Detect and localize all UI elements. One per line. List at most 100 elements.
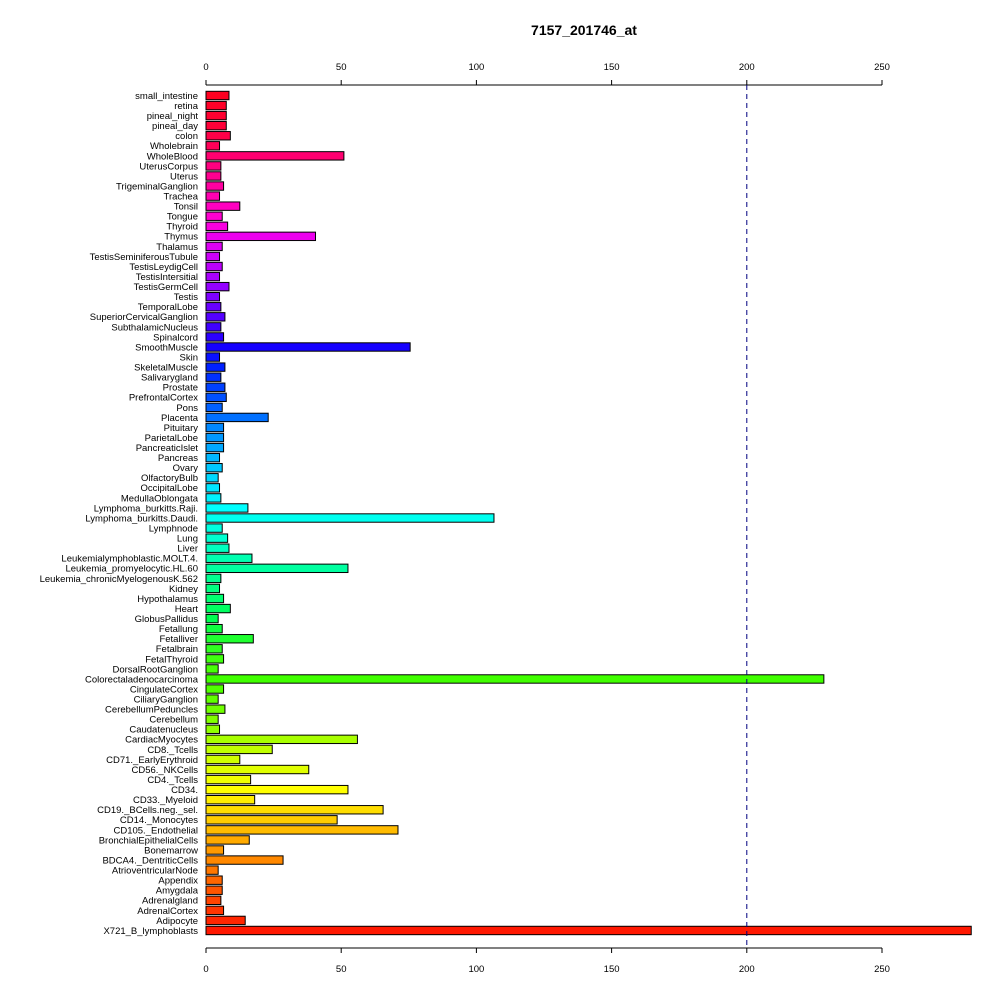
bar (205, 915, 246, 926)
bar (205, 905, 225, 916)
category-label: pineal_day (152, 121, 198, 132)
bar (205, 261, 223, 272)
bottom-tick-label: 250 (874, 964, 890, 975)
bar (205, 825, 399, 835)
category-label: PrefrontalCortex (129, 393, 198, 404)
bottom-tick-label: 150 (604, 964, 620, 975)
top-tick-label: 200 (739, 62, 755, 73)
bar (205, 100, 227, 111)
bar (205, 120, 227, 131)
category-label: TestisIntersitial (136, 272, 198, 283)
category-label: GlobusPallidus (135, 614, 199, 625)
bar (205, 251, 221, 262)
category-label: Trachea (164, 192, 199, 203)
bar (205, 734, 358, 745)
bar (205, 463, 223, 473)
category-label: Spinalcord (153, 332, 198, 343)
category-label: CingulateCortex (130, 684, 198, 695)
category-label: retina (174, 101, 198, 112)
bar (205, 131, 231, 141)
top-tick-label: 100 (468, 62, 484, 73)
category-label: Ovary (173, 463, 199, 474)
bar (205, 452, 221, 463)
bar (205, 90, 230, 101)
bars-group (205, 90, 972, 936)
category-label: Colorectaladenocarcinoma (85, 674, 199, 685)
category-label: Adipocyte (156, 916, 198, 927)
category-label: Fetalbrain (156, 644, 198, 655)
category-label: small_intestine (135, 91, 198, 102)
bar (205, 503, 249, 513)
bar (205, 855, 284, 865)
bar (205, 151, 345, 161)
category-label: CD71._EarlyErythroid (106, 755, 198, 766)
bottom-tick-label: 100 (468, 964, 484, 975)
category-label: Heart (175, 604, 199, 615)
category-label: CD34. (171, 785, 198, 796)
bar (205, 201, 241, 211)
category-label: Salivarygland (141, 373, 198, 384)
bar (205, 231, 317, 242)
category-label: Liver (177, 544, 198, 555)
category-label: FetalThyroid (145, 654, 198, 665)
category-label: Fetalliver (159, 634, 198, 645)
category-label: Tongue (167, 212, 198, 223)
category-label: Thymus (164, 232, 198, 243)
bar (205, 442, 225, 453)
category-label: TestisGermCell (134, 282, 198, 293)
category-label: TestisSeminiferousTubule (90, 252, 198, 263)
bar (205, 795, 256, 805)
category-label: colon (175, 131, 198, 142)
bar (205, 835, 250, 845)
chart-title: 7157_201746_at (531, 22, 637, 38)
category-label: Cerebellum (149, 715, 198, 726)
bar (205, 110, 227, 121)
category-label: Tonsil (174, 202, 198, 213)
bar (205, 704, 226, 714)
bar (205, 744, 273, 755)
category-label: CD8._Tcells (147, 745, 198, 756)
category-label: Lymphoma_burkitts.Raji. (94, 503, 198, 514)
category-label: CD105._Endothelial (113, 825, 198, 836)
bar (205, 191, 221, 201)
bar (205, 483, 221, 493)
bar (205, 684, 225, 694)
category-label: CerebellumPeduncles (105, 705, 198, 716)
bar (205, 352, 221, 362)
bar (205, 895, 222, 905)
bar (205, 402, 223, 413)
category-label: Lymphnode (149, 523, 198, 534)
bar (205, 593, 225, 604)
category-label: TemporalLobe (138, 302, 198, 313)
top-tick-label: 250 (874, 62, 890, 73)
category-label: Wholebrain (150, 141, 198, 152)
bar (205, 623, 223, 634)
bar (205, 141, 221, 151)
bar (205, 533, 229, 543)
category-label: BDCA4._DentriticCells (102, 855, 198, 866)
bar (205, 513, 495, 523)
bar (205, 664, 219, 674)
category-label: Thalamus (156, 242, 198, 253)
category-label: Adrenalgland (142, 896, 198, 907)
bar (205, 241, 223, 252)
bar (205, 553, 253, 563)
category-label: Caudatenucleus (129, 725, 198, 736)
bar (205, 784, 349, 795)
bar (205, 372, 222, 382)
bar (205, 422, 225, 433)
bar (205, 302, 222, 312)
category-label: OlfactoryBulb (141, 473, 198, 484)
bar (205, 925, 972, 936)
bar (205, 362, 226, 372)
bar (205, 171, 222, 181)
category-label: AtrioventricularNode (112, 866, 198, 877)
category-label: Placenta (161, 413, 199, 424)
category-label: DorsalRootGanglion (112, 664, 198, 675)
bar (205, 774, 252, 785)
bar (205, 724, 221, 734)
category-label: CardiacMyocytes (125, 735, 198, 746)
category-label: Pons (176, 403, 198, 414)
category-label: CD56._NKCells (131, 765, 198, 776)
